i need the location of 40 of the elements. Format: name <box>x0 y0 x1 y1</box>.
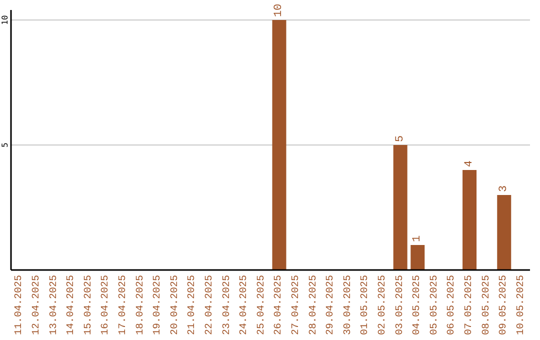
x-tick-label: 23.04.2025 <box>222 275 233 336</box>
bar <box>462 170 477 270</box>
data-label: 5 <box>394 135 406 142</box>
x-tick-label: 22.04.2025 <box>204 275 216 336</box>
x-tick-label: 29.04.2025 <box>326 275 337 336</box>
x-tick-label: 04.05.2025 <box>412 275 424 336</box>
data-label: 4 <box>464 160 476 167</box>
x-tick-label: 12.04.2025 <box>31 275 42 336</box>
bar <box>272 20 286 270</box>
x-tick-label: 17.04.2025 <box>118 275 129 336</box>
x-tick-label: 14.04.2025 <box>66 275 78 336</box>
x-tick-label: 11.04.2025 <box>14 275 26 336</box>
x-tick-label: 28.04.2025 <box>308 275 320 336</box>
x-tick-label: 16.04.2025 <box>100 275 112 336</box>
x-tick-label: 02.05.2025 <box>377 275 388 336</box>
x-tick-label: 26.04.2025 <box>274 275 285 336</box>
x-tick-label: 01.05.2025 <box>360 275 372 336</box>
x-tick-label: 07.05.2025 <box>464 275 475 336</box>
x-tick-label: 24.04.2025 <box>239 275 250 336</box>
data-label: 1 <box>412 235 424 242</box>
x-tick-label: 03.05.2025 <box>394 275 406 336</box>
x-tick-label: 15.04.2025 <box>83 275 94 336</box>
x-tick-label: 19.04.2025 <box>152 275 164 336</box>
x-tick-label: 30.04.2025 <box>342 275 354 336</box>
x-tick-label: 21.04.2025 <box>187 275 198 336</box>
data-label: 3 <box>498 185 510 192</box>
x-tick-label: 13.04.2025 <box>48 275 60 336</box>
x-tick-label: 18.04.2025 <box>135 275 146 336</box>
x-tick-label: 25.04.2025 <box>256 275 268 336</box>
x-tick-label: 06.05.2025 <box>446 275 458 336</box>
bar <box>393 145 408 270</box>
bar <box>497 195 512 270</box>
x-tick-label: 20.04.2025 <box>170 275 181 336</box>
data-label: 10 <box>273 4 286 17</box>
x-tick-label: 27.04.2025 <box>290 275 302 336</box>
x-tick-label: 10.05.2025 <box>516 275 527 336</box>
x-tick-label: 08.05.2025 <box>481 275 492 336</box>
x-tick-label: 09.05.2025 <box>498 275 510 336</box>
x-tick-label: 05.05.2025 <box>429 275 440 336</box>
bar <box>410 245 425 270</box>
